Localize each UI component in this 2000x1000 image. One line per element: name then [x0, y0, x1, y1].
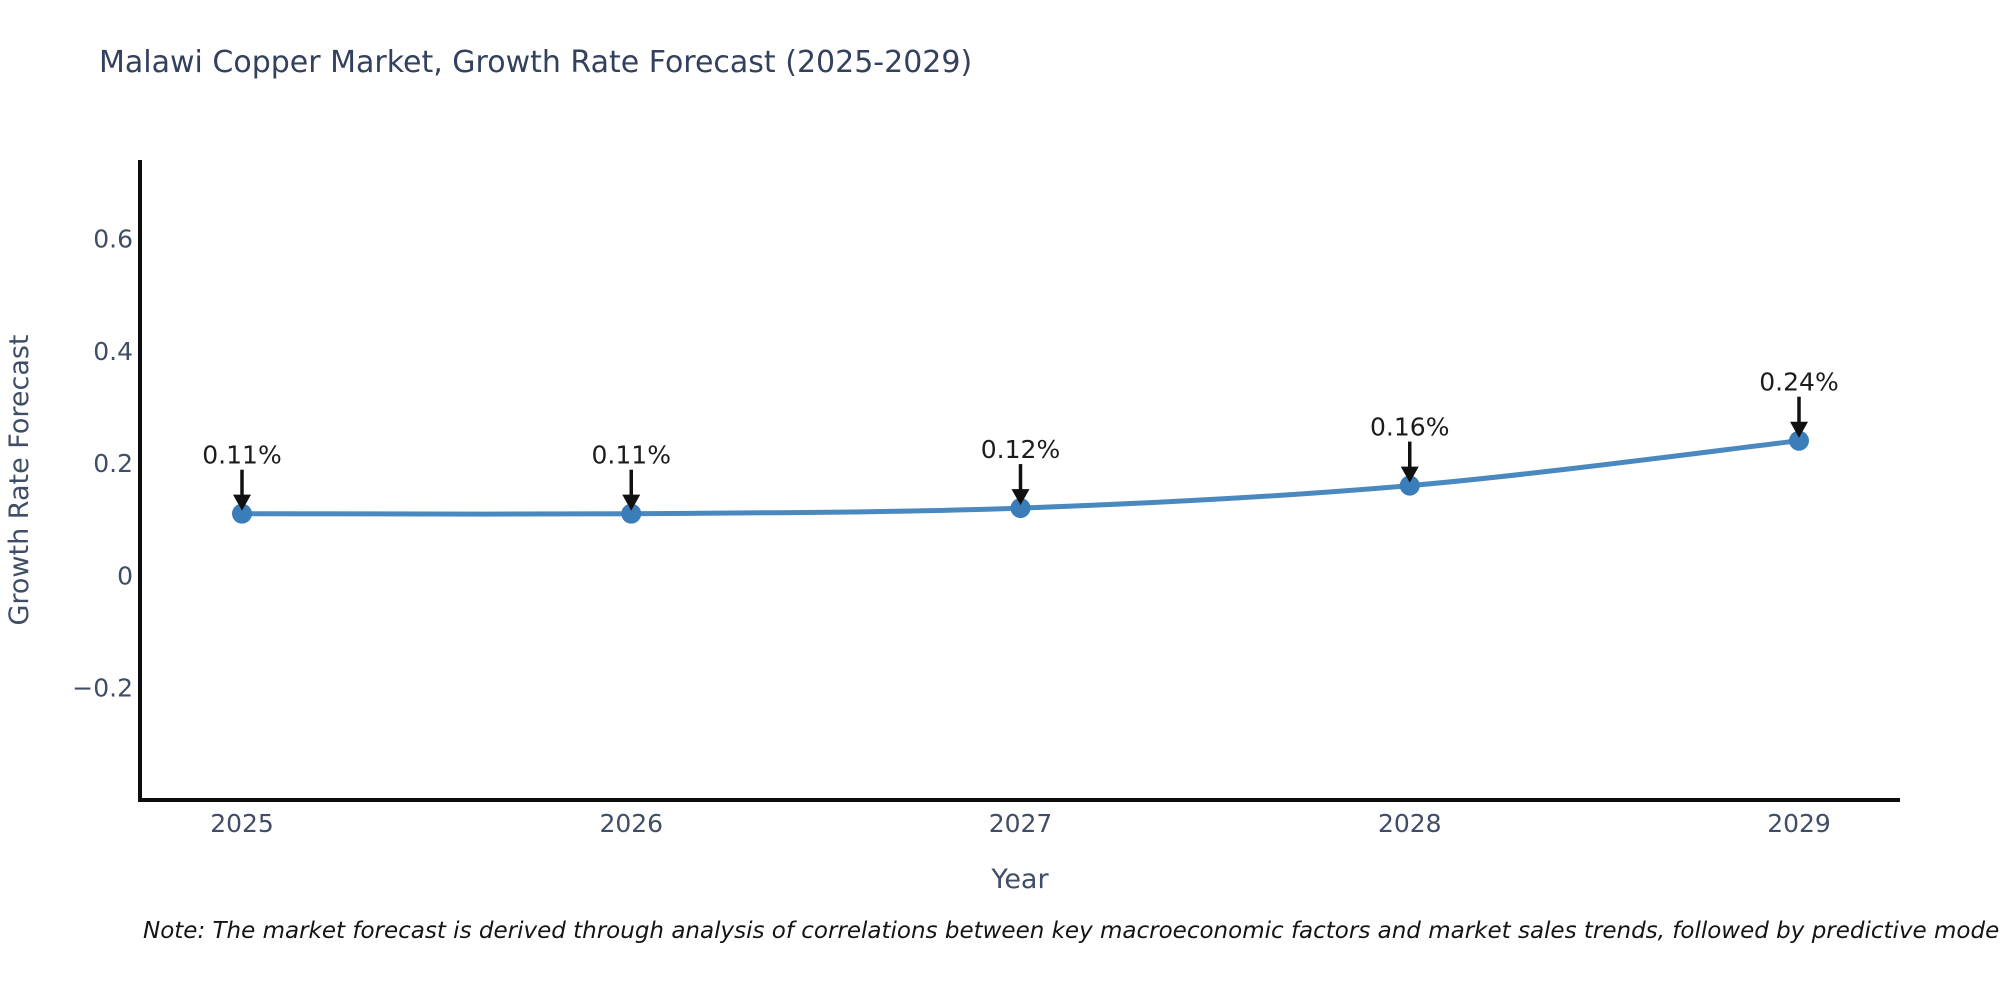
point-annotation: 0.24% — [1759, 368, 1838, 397]
chart-title: Malawi Copper Market, Growth Rate Foreca… — [99, 45, 972, 80]
x-axis-title: Year — [990, 864, 1049, 895]
annotation-arrow-head — [233, 494, 251, 511]
footnote: Note: The market forecast is derived thr… — [143, 918, 2000, 944]
data-point-2026 — [621, 503, 642, 524]
point-annotation: 0.11% — [592, 441, 671, 470]
point-annotation: 0.12% — [981, 435, 1060, 464]
y-axis-title: Growth Rate Forecast — [4, 334, 35, 625]
annotation-arrow-head — [1400, 466, 1419, 483]
plot-area: −0.2 0 0.2 0.4 0.6 2025 2026 2027 2028 2029 0.11% 0… — [72, 160, 1900, 838]
data-point-2029 — [1789, 430, 1809, 451]
point-annotation: 0.16% — [1370, 413, 1449, 442]
x-tick-label: 2027 — [989, 809, 1053, 838]
data-point-2027 — [1010, 498, 1031, 519]
x-tick-label: 2026 — [599, 809, 663, 838]
x-tick-label: 2025 — [210, 809, 274, 838]
annotation-arrow-head — [622, 494, 641, 511]
data-point-2028 — [1399, 475, 1420, 496]
annotation-arrow-head — [1011, 489, 1030, 506]
point-annotation: 0.11% — [202, 441, 281, 470]
y-tick-label: 0.4 — [93, 337, 133, 366]
y-tick-label: 0.2 — [93, 449, 133, 478]
y-tick-label: 0 — [117, 561, 133, 590]
y-tick-label: 0.6 — [93, 225, 133, 254]
x-tick-label: 2029 — [1767, 809, 1831, 838]
x-tick-label: 2028 — [1378, 809, 1442, 838]
data-point-2025 — [232, 503, 252, 524]
y-tick-label: −0.2 — [72, 674, 133, 703]
annotation-arrow-head — [1790, 421, 1808, 438]
